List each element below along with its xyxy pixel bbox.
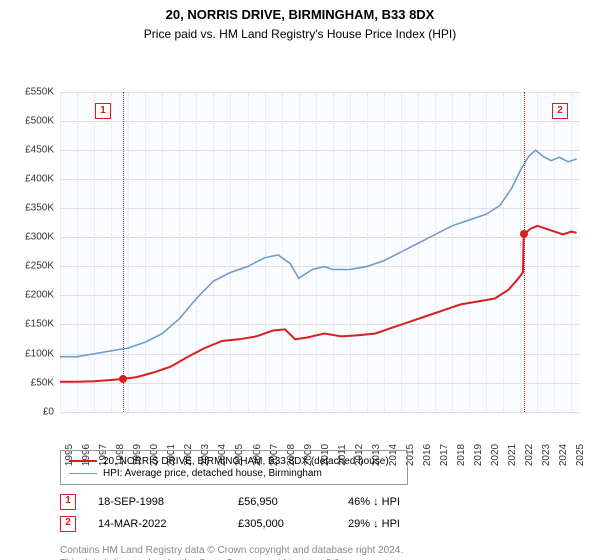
legend-box: 20, NORRIS DRIVE, BIRMINGHAM, B33 8DX (d…	[60, 450, 408, 485]
marker-box-2: 2	[552, 103, 568, 119]
y-axis-label: £400K	[8, 174, 54, 185]
y-axis-label: £100K	[8, 348, 54, 359]
y-axis-label: £550K	[8, 86, 54, 97]
y-axis-label: £300K	[8, 232, 54, 243]
x-axis-label: 2018	[456, 442, 467, 468]
x-axis-label: 2017	[439, 442, 450, 468]
transaction-date-1: 18-SEP-1998	[98, 496, 238, 508]
y-axis-label: £500K	[8, 115, 54, 126]
transaction-delta-2: 29% ↓ HPI	[348, 518, 458, 530]
transaction-price-2: £305,000	[238, 518, 348, 530]
transaction-date-2: 14-MAR-2022	[98, 518, 238, 530]
legend-item-hpi: HPI: Average price, detached house, Birm…	[69, 468, 399, 479]
sale-dot-1	[119, 375, 127, 383]
legend-swatch-hpi	[69, 473, 97, 475]
transaction-row-2: 2 14-MAR-2022£305,00029% ↓ HPI	[60, 516, 458, 532]
chart-container: 20, NORRIS DRIVE, BIRMINGHAM, B33 8DX Pr…	[0, 0, 600, 560]
gridline-horizontal	[60, 412, 580, 413]
plot-area	[60, 92, 580, 412]
legend-label-subject: 20, NORRIS DRIVE, BIRMINGHAM, B33 8DX (d…	[103, 456, 389, 467]
y-axis-label: £150K	[8, 319, 54, 330]
y-axis-label: £50K	[8, 377, 54, 388]
y-axis-label: £200K	[8, 290, 54, 301]
legend-swatch-subject	[69, 460, 97, 462]
chart-title: 20, NORRIS DRIVE, BIRMINGHAM, B33 8DX	[0, 0, 600, 24]
x-axis-label: 2025	[575, 442, 586, 468]
y-axis-label: £350K	[8, 203, 54, 214]
marker-line-2	[524, 92, 525, 412]
transaction-price-1: £56,950	[238, 496, 348, 508]
legend-label-hpi: HPI: Average price, detached house, Birm…	[103, 468, 322, 479]
y-axis-label: £0	[8, 406, 54, 417]
marker-line-1	[123, 92, 124, 412]
series-line-hpi	[60, 150, 577, 357]
transaction-delta-1: 46% ↓ HPI	[348, 496, 458, 508]
sale-dot-2	[520, 230, 528, 238]
chart-subtitle: Price paid vs. HM Land Registry's House …	[0, 24, 600, 42]
x-axis-label: 2016	[422, 442, 433, 468]
x-axis-label: 2024	[558, 442, 569, 468]
y-axis-label: £450K	[8, 144, 54, 155]
marker-box-1: 1	[95, 103, 111, 119]
x-axis-label: 2023	[541, 442, 552, 468]
license-text: Contains HM Land Registry data © Crown c…	[60, 544, 403, 560]
transaction-row-1: 1 18-SEP-1998£56,95046% ↓ HPI	[60, 494, 458, 510]
transaction-marker-1: 1	[60, 494, 76, 510]
y-axis-label: £250K	[8, 261, 54, 272]
license-line: Contains HM Land Registry data © Crown c…	[60, 544, 403, 557]
series-svg	[60, 92, 580, 412]
x-axis-label: 2022	[524, 442, 535, 468]
x-axis-label: 2019	[473, 442, 484, 468]
x-axis-label: 2021	[507, 442, 518, 468]
x-axis-label: 2020	[490, 442, 501, 468]
legend-item-subject: 20, NORRIS DRIVE, BIRMINGHAM, B33 8DX (d…	[69, 456, 399, 467]
transaction-marker-2: 2	[60, 516, 76, 532]
series-line-subject	[60, 226, 577, 382]
